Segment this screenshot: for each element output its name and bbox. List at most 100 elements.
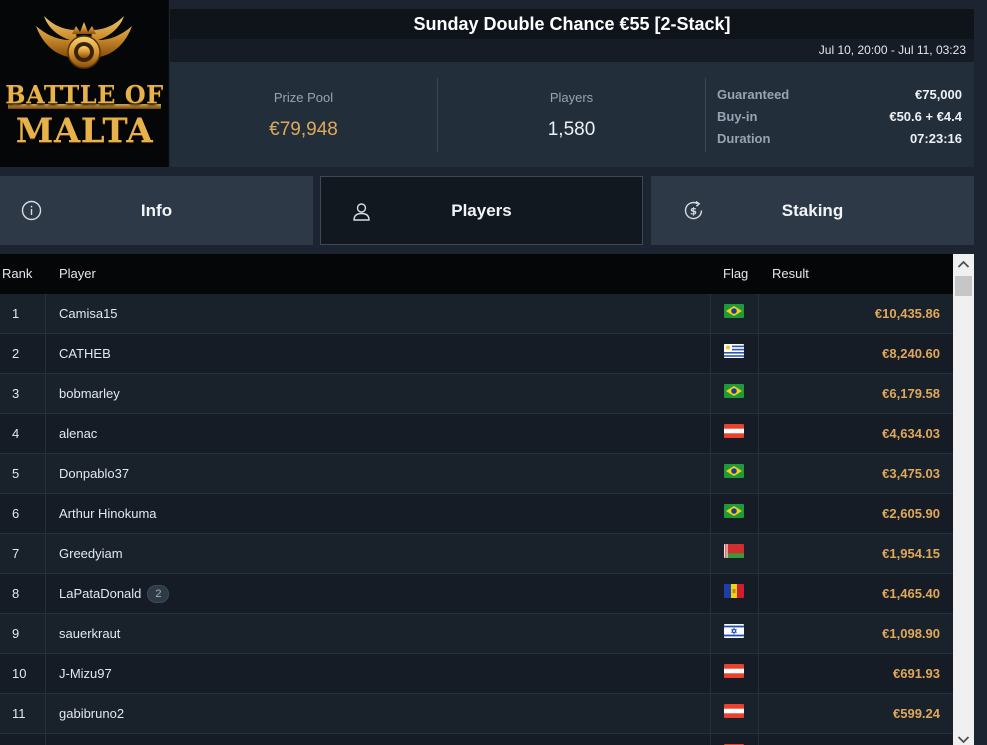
- player-name: J-Mizu97: [59, 666, 112, 681]
- result-cell: €8,240.60: [882, 346, 940, 361]
- tab-info[interactable]: Info: [0, 176, 313, 245]
- column-header-rank[interactable]: Rank: [2, 266, 33, 281]
- guaranteed-value: €75,000: [915, 87, 962, 102]
- tournament-date-range: Jul 10, 20:00 - Jul 11, 03:23: [170, 39, 974, 62]
- table-row[interactable]: 5 Donpablo37 €3,475.03: [0, 454, 953, 494]
- scrollbar-thumb[interactable]: [955, 276, 972, 296]
- result-cell: €1,098.90: [882, 626, 940, 641]
- table-row[interactable]: 4 alenac €4,634.03: [0, 414, 953, 454]
- player-name: sauerkraut: [59, 626, 121, 641]
- player-cell[interactable]: LaPataDonald 2: [47, 574, 711, 613]
- rank-cell: 7: [0, 534, 46, 573]
- brazil-flag-icon: [724, 504, 744, 518]
- table-scrollbar[interactable]: [953, 254, 974, 745]
- player-cell[interactable]: CATHEB: [47, 334, 711, 373]
- stats-divider: [437, 78, 438, 152]
- flag-cell: [712, 294, 759, 333]
- player-cell[interactable]: Arthur Hinokuma: [47, 494, 711, 533]
- column-header-player[interactable]: Player: [59, 266, 96, 281]
- rank-cell: 3: [0, 374, 46, 413]
- table-row[interactable]: 2 CATHEB €8,240.60: [0, 334, 953, 374]
- rank-cell: 5: [0, 454, 46, 493]
- info-icon: [21, 200, 42, 221]
- result-cell: [760, 734, 953, 745]
- player-cell[interactable]: Greedyiam: [47, 534, 711, 573]
- flag-cell: [712, 734, 759, 745]
- scroll-up-arrow-icon[interactable]: [953, 254, 974, 275]
- scroll-down-arrow-icon[interactable]: [953, 732, 974, 745]
- flag-cell: [712, 414, 759, 453]
- flag-cell: [712, 374, 759, 413]
- rank-cell: 8: [0, 574, 46, 613]
- player-cell[interactable]: sauerkraut: [47, 614, 711, 653]
- tab-info-label: Info: [140, 200, 173, 220]
- austria-flag-icon: [724, 704, 744, 718]
- guaranteed-row: Guaranteed €75,000: [717, 84, 962, 106]
- rank-cell: 11: [0, 694, 46, 733]
- player-name: Donpablo37: [59, 466, 130, 481]
- result-cell: €6,179.58: [882, 386, 940, 401]
- table-header: Rank Player Flag Result: [0, 254, 953, 294]
- player-cell[interactable]: gabibruno2: [47, 694, 711, 733]
- table-row[interactable]: 6 Arthur Hinokuma €2,605.90: [0, 494, 953, 534]
- tournament-title: Sunday Double Chance €55 [2-Stack]: [170, 9, 974, 39]
- rank-cell: 9: [0, 614, 46, 653]
- table-row[interactable]: 7 Greedyiam €1,954.15: [0, 534, 953, 574]
- player-cell[interactable]: [47, 734, 711, 745]
- flag-cell: [712, 574, 759, 613]
- table-row[interactable]: 10 J-Mizu97 €691.93: [0, 654, 953, 694]
- table-row[interactable]: 8 LaPataDonald 2 €1,465.40: [0, 574, 953, 614]
- flag-cell: [712, 694, 759, 733]
- flag-cell: [712, 334, 759, 373]
- uruguay-flag-icon: [724, 344, 744, 358]
- rank-cell: [0, 734, 46, 745]
- prize-pool-value: €79,948: [269, 119, 338, 140]
- dollar-refresh-icon: $: [684, 200, 703, 220]
- player-cell[interactable]: J-Mizu97: [47, 654, 711, 693]
- column-header-flag[interactable]: Flag: [723, 266, 749, 281]
- israel-flag-icon: [724, 624, 744, 638]
- rank-cell: 6: [0, 494, 46, 533]
- players-count-value: 1,580: [547, 119, 596, 140]
- prize-pool-stat: Prize Pool €79,948: [170, 62, 437, 167]
- prize-pool-label: Prize Pool: [273, 90, 334, 105]
- result-cell: €10,435.86: [874, 306, 940, 321]
- result-cell: €599.24: [893, 706, 940, 721]
- table-row[interactable]: 3 bobmarley €6,179.58: [0, 374, 953, 414]
- player-cell[interactable]: alenac: [47, 414, 711, 453]
- players-stat: Players 1,580: [438, 62, 705, 167]
- player-cell[interactable]: Donpablo37: [47, 454, 711, 493]
- table-row[interactable]: 1 Camisa15 €10,435.86: [0, 294, 953, 334]
- table-row[interactable]: [0, 734, 953, 745]
- user-icon: [353, 203, 370, 221]
- logo-text-line1: BATTLE OF: [5, 80, 164, 109]
- buyin-row: Buy-in €50.6 + €4.4: [717, 106, 962, 128]
- brazil-flag-icon: [724, 464, 744, 478]
- players-table: Rank Player Flag Result 1 Camisa15 €10,435…: [0, 254, 953, 745]
- rank-cell: 2: [0, 334, 46, 373]
- player-name: LaPataDonald: [59, 586, 142, 601]
- result-cell: €691.93: [893, 666, 940, 681]
- tournament-details: Guaranteed €75,000 Buy-in €50.6 + €4.4 D…: [717, 84, 962, 150]
- player-name: Arthur Hinokuma: [59, 506, 157, 521]
- duration-label: Duration: [717, 131, 771, 146]
- player-cell[interactable]: bobmarley: [47, 374, 711, 413]
- player-cell[interactable]: Camisa15: [47, 294, 711, 333]
- player-name: bobmarley: [59, 386, 120, 401]
- flag-cell: [712, 494, 759, 533]
- player-name: Camisa15: [59, 306, 118, 321]
- tab-players[interactable]: Players: [320, 176, 643, 245]
- column-header-result[interactable]: Result: [772, 266, 809, 281]
- tab-staking[interactable]: $ Staking: [651, 176, 974, 245]
- flag-cell: [712, 534, 759, 573]
- brazil-flag-icon: [724, 384, 744, 398]
- table-row[interactable]: 9 sauerkraut €1,098.90: [0, 614, 953, 654]
- stats-divider: [705, 78, 706, 152]
- result-cell: €2,605.90: [882, 506, 940, 521]
- player-name: gabibruno2: [59, 706, 125, 721]
- player-name: CATHEB: [59, 346, 111, 361]
- logo-text-line2: MALTA: [15, 111, 154, 151]
- players-count-label: Players: [549, 90, 594, 105]
- table-row[interactable]: 11 gabibruno2 €599.24: [0, 694, 953, 734]
- player-entry-count-badge: 2: [147, 584, 170, 603]
